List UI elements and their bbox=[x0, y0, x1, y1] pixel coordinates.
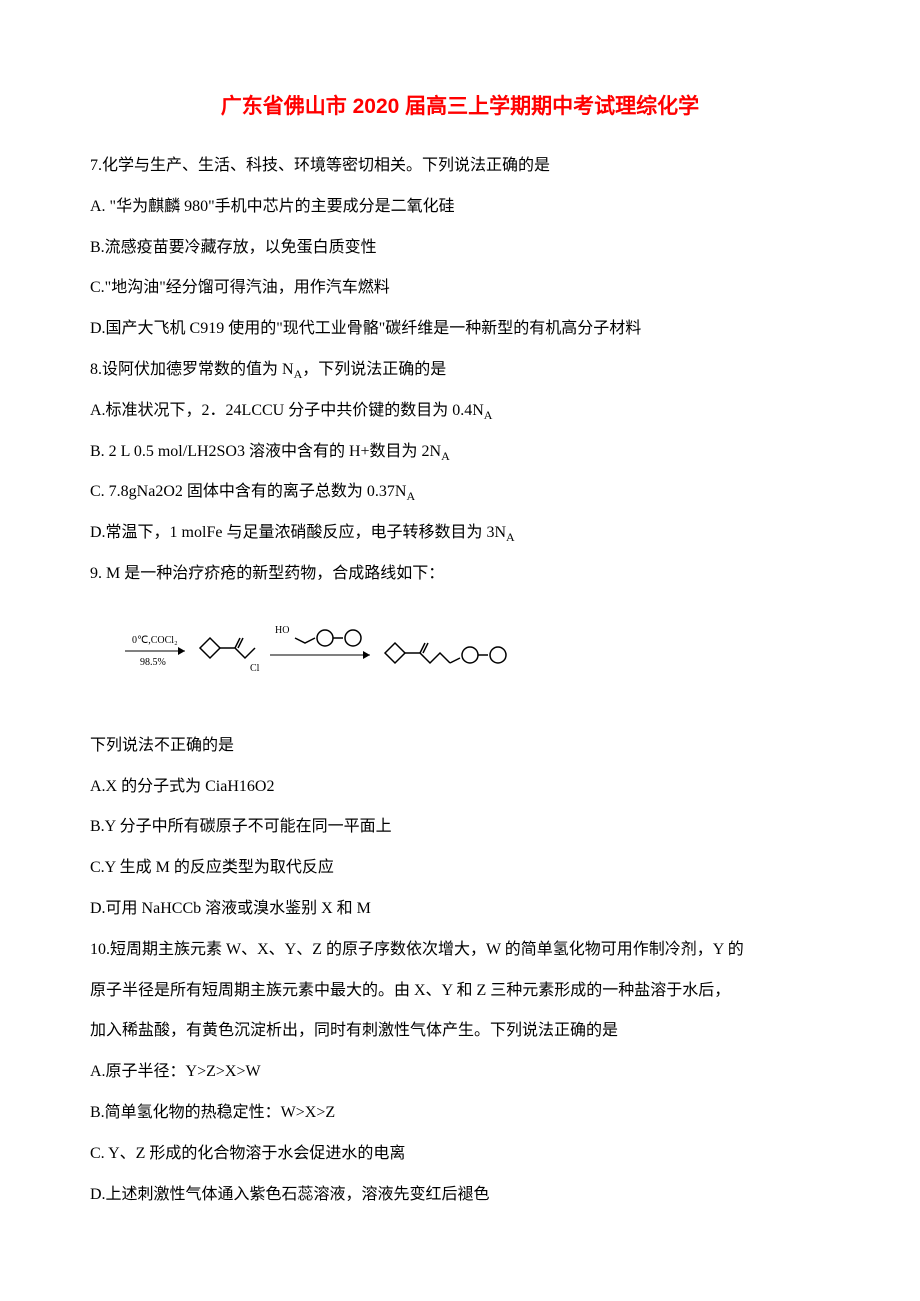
subscript-a: A bbox=[506, 530, 515, 544]
svg-text:Cl: Cl bbox=[250, 663, 260, 674]
q7-option-b: B.流感疫苗要冷藏存放，以免蛋白质变性 bbox=[90, 230, 830, 267]
q7-option-c: C."地沟油"经分馏可得汽油，用作汽车燃料 bbox=[90, 270, 830, 307]
q8-c-prefix: C. 7.8gNa2O2 固体中含有的离子总数为 0.37N bbox=[90, 483, 406, 500]
q10-stem-1: 10.短周期主族元素 W、X、Y、Z 的原子序数依次增大，W 的简单氢化物可用作… bbox=[90, 932, 830, 969]
svg-text:HO: HO bbox=[275, 625, 289, 636]
q8-option-d: D.常温下，1 molFe 与足量浓硝酸反应，电子转移数目为 3NA bbox=[90, 515, 830, 552]
q8-d-prefix: D.常温下，1 molFe 与足量浓硝酸反应，电子转移数目为 3N bbox=[90, 524, 506, 541]
q10-option-a: A.原子半径：Y>Z>X>W bbox=[90, 1054, 830, 1091]
subscript-a: A bbox=[294, 367, 303, 381]
q8-stem: 8.设阿伏加德罗常数的值为 NA，下列说法正确的是 bbox=[90, 352, 830, 389]
q7-stem: 7.化学与生产、生活、科技、环境等密切相关。下列说法正确的是 bbox=[90, 148, 830, 185]
q10-option-c: C. Y、Z 形成的化合物溶于水会促进水的电离 bbox=[90, 1136, 830, 1173]
reaction-diagram-icon: 0℃,COCl₂ 98.5% Cl HO bbox=[120, 613, 560, 703]
subscript-a: A bbox=[406, 490, 415, 504]
q8-b-prefix: B. 2 L 0.5 mol/LH2SO3 溶液中含有的 H+数目为 2N bbox=[90, 443, 441, 460]
q8-option-b: B. 2 L 0.5 mol/LH2SO3 溶液中含有的 H+数目为 2NA bbox=[90, 434, 830, 471]
q9-option-d: D.可用 NaHCCb 溶液或溴水鉴别 X 和 M bbox=[90, 891, 830, 928]
svg-text:0℃,COCl₂: 0℃,COCl₂ bbox=[132, 635, 178, 646]
q10-option-d: D.上述刺激性气体通入紫色石蕊溶液，溶液先变红后褪色 bbox=[90, 1177, 830, 1214]
q8-option-a: A.标准状况下，2．24LCCU 分子中共价键的数目为 0.4NA bbox=[90, 393, 830, 430]
q8-stem-suffix: ，下列说法正确的是 bbox=[302, 361, 446, 378]
q10-stem-3: 加入稀盐酸，有黄色沉淀析出，同时有刺激性气体产生。下列说法正确的是 bbox=[90, 1013, 830, 1050]
q7-option-d: D.国产大飞机 C919 使用的"现代工业骨骼"碳纤维是一种新型的有机高分子材料 bbox=[90, 311, 830, 348]
q8-stem-prefix: 8.设阿伏加德罗常数的值为 N bbox=[90, 361, 294, 378]
q9-post: 下列说法不正确的是 bbox=[90, 728, 830, 765]
q9-option-a: A.X 的分子式为 CiaH16O2 bbox=[90, 769, 830, 806]
q7-option-a: A. "华为麒麟 980"手机中芯片的主要成分是二氧化硅 bbox=[90, 189, 830, 226]
q9-stem: 9. M 是一种治疗疥疮的新型药物，合成路线如下： bbox=[90, 556, 830, 593]
svg-text:98.5%: 98.5% bbox=[140, 657, 166, 668]
chemical-diagram: 0℃,COCl₂ 98.5% Cl HO bbox=[120, 613, 830, 708]
subscript-a: A bbox=[441, 449, 450, 463]
q8-option-c: C. 7.8gNa2O2 固体中含有的离子总数为 0.37NA bbox=[90, 474, 830, 511]
q8-a-prefix: A.标准状况下，2．24LCCU 分子中共价键的数目为 0.4N bbox=[90, 402, 484, 419]
q10-option-b: B.简单氢化物的热稳定性：W>X>Z bbox=[90, 1095, 830, 1132]
subscript-a: A bbox=[484, 408, 493, 422]
document-title: 广东省佛山市 2020 届高三上学期期中考试理综化学 bbox=[90, 90, 830, 120]
q9-option-b: B.Y 分子中所有碳原子不可能在同一平面上 bbox=[90, 809, 830, 846]
q10-stem-2: 原子半径是所有短周期主族元素中最大的。由 X、Y 和 Z 三种元素形成的一种盐溶… bbox=[90, 973, 830, 1010]
q9-option-c: C.Y 生成 M 的反应类型为取代反应 bbox=[90, 850, 830, 887]
